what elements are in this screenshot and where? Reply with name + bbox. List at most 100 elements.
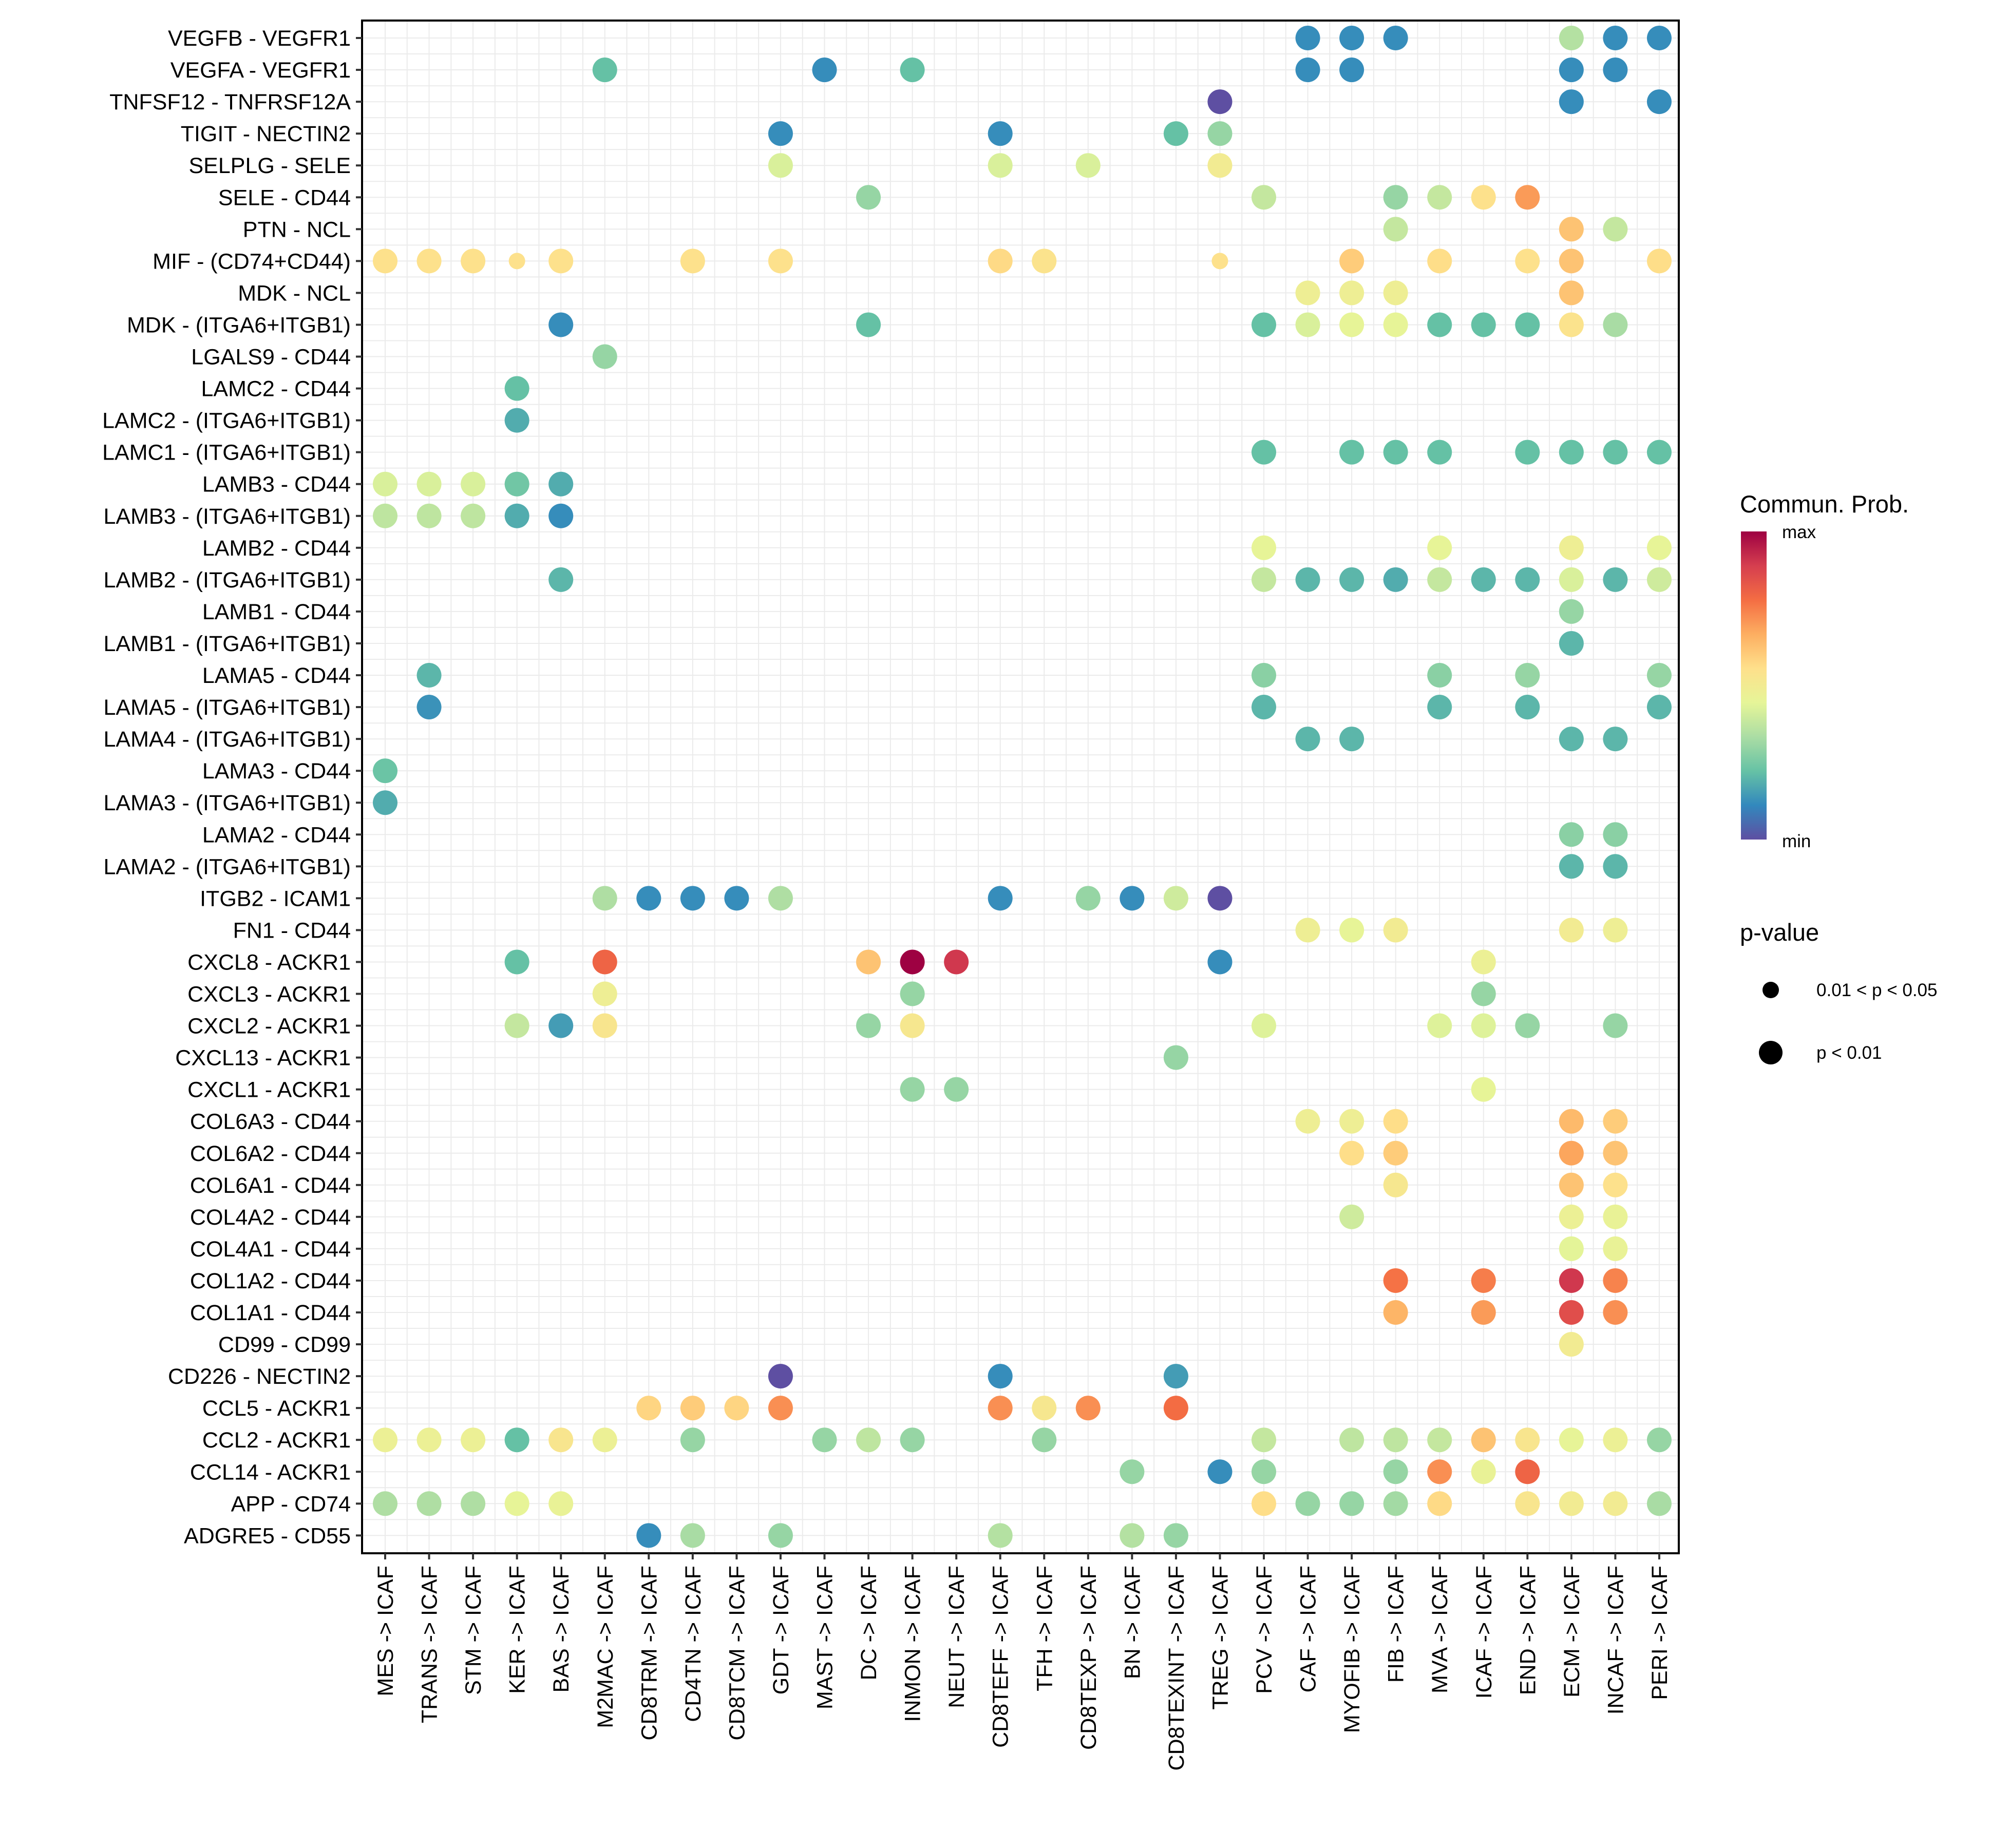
data-point [1339, 567, 1364, 592]
y-tick-label: LAMA4 - (ITGA6+ITGB1) [104, 727, 351, 752]
data-point [1383, 217, 1408, 242]
data-point [1603, 1140, 1628, 1166]
data-point [1427, 1427, 1452, 1453]
data-point [1646, 663, 1672, 688]
y-tick-label: LAMC1 - (ITGA6+ITGB1) [102, 441, 351, 465]
data-point [1603, 567, 1628, 592]
data-point [1515, 1459, 1540, 1484]
data-point [548, 1427, 574, 1453]
data-point [1515, 1491, 1540, 1516]
data-point [1295, 1109, 1320, 1134]
data-point [416, 503, 442, 528]
data-point [1559, 312, 1584, 337]
x-tick-label: CD8TEXP -> ICAF [1076, 1566, 1101, 1750]
data-point [548, 471, 574, 497]
data-point [1339, 1140, 1364, 1166]
data-point [1163, 1523, 1188, 1548]
y-tick-label: LAMA5 - (ITGA6+ITGB1) [104, 695, 351, 720]
y-tick-label: COL1A1 - CD44 [190, 1301, 351, 1325]
y-tick-label: COL4A2 - CD44 [190, 1205, 351, 1230]
data-point [504, 1013, 529, 1038]
x-tick-label: MVA -> ICAF [1428, 1566, 1452, 1693]
data-point [900, 949, 925, 975]
data-point [1603, 727, 1628, 752]
data-point [373, 758, 397, 784]
data-point [1252, 440, 1276, 465]
x-tick-label: BAS -> ICAF [549, 1566, 574, 1692]
y-tick-label: LAMA3 - CD44 [202, 759, 351, 784]
data-point [1295, 26, 1320, 50]
data-point [1383, 1300, 1408, 1325]
data-point [1603, 1427, 1628, 1453]
data-point [1032, 1427, 1057, 1453]
data-point [1032, 249, 1057, 274]
data-point [461, 471, 486, 497]
data-point [1471, 185, 1496, 210]
data-point [1559, 249, 1584, 274]
data-point [373, 1427, 397, 1453]
data-point [1252, 663, 1276, 688]
data-point [1603, 1013, 1628, 1038]
data-point [548, 567, 574, 592]
data-point [592, 344, 617, 369]
data-point [1383, 26, 1408, 50]
x-tick-label: TFH -> ICAF [1032, 1566, 1057, 1691]
data-point [416, 1491, 442, 1516]
data-point [1559, 89, 1584, 115]
gridlines [362, 21, 1679, 1553]
data-point [1515, 185, 1540, 210]
data-point [1383, 567, 1408, 592]
x-tick-label: CD8TCM -> ICAF [725, 1566, 749, 1740]
data-point [1603, 1109, 1628, 1134]
data-point [1207, 89, 1233, 115]
data-point [1427, 312, 1452, 337]
data-point [1646, 440, 1672, 465]
y-tick-label: TNFSF12 - TNFRSF12A [109, 90, 351, 115]
data-point [592, 886, 617, 911]
data-point [1515, 312, 1540, 337]
data-point [1646, 26, 1672, 50]
data-point [1339, 1109, 1364, 1134]
data-point [548, 1013, 574, 1038]
data-point [373, 503, 397, 528]
data-point [1603, 26, 1628, 50]
data-point [856, 1427, 881, 1453]
data-point [548, 1491, 574, 1516]
data-point [1163, 1045, 1188, 1070]
data-point [504, 949, 529, 975]
data-point [1515, 663, 1540, 688]
color-legend-title: Commun. Prob. [1740, 490, 1909, 518]
x-tick-label: DC -> ICAF [857, 1566, 881, 1680]
data-point [1603, 1491, 1628, 1516]
y-tick-label: APP - CD74 [231, 1492, 351, 1516]
data-point [1515, 567, 1540, 592]
data-point [1603, 312, 1628, 337]
data-point [1427, 1491, 1452, 1516]
data-point [1163, 1396, 1188, 1421]
color-legend-max: max [1782, 522, 1816, 542]
y-tick-label: LAMC2 - CD44 [201, 377, 351, 402]
y-tick-label: LAMA5 - CD44 [202, 663, 351, 688]
y-tick-label: LAMB3 - CD44 [202, 472, 351, 497]
y-tick-label: MDK - NCL [238, 281, 351, 306]
data-point [1559, 1332, 1584, 1357]
data-point [1559, 854, 1584, 879]
data-point [1559, 727, 1584, 752]
data-point [461, 249, 486, 274]
y-tick-label: LGALS9 - CD44 [191, 345, 351, 370]
data-point [636, 886, 661, 911]
y-tick-label: CXCL2 - ACKR1 [187, 1014, 351, 1039]
y-tick-label: ITGB2 - ICAM1 [200, 886, 351, 911]
y-tick-label: LAMC2 - (ITGA6+ITGB1) [102, 409, 351, 433]
x-tick-label: ICAF -> ICAF [1472, 1566, 1496, 1699]
data-point [812, 58, 837, 83]
y-tick-label: LAMA2 - (ITGA6+ITGB1) [104, 854, 351, 879]
y-tick-label: FN1 - CD44 [233, 918, 351, 943]
data-point [900, 1013, 925, 1038]
x-tick-label: STM -> ICAF [461, 1566, 486, 1695]
data-point [1207, 949, 1233, 975]
data-point [1515, 1013, 1540, 1038]
data-point [680, 1396, 705, 1421]
data-point [1120, 886, 1145, 911]
data-point [1252, 1013, 1276, 1038]
